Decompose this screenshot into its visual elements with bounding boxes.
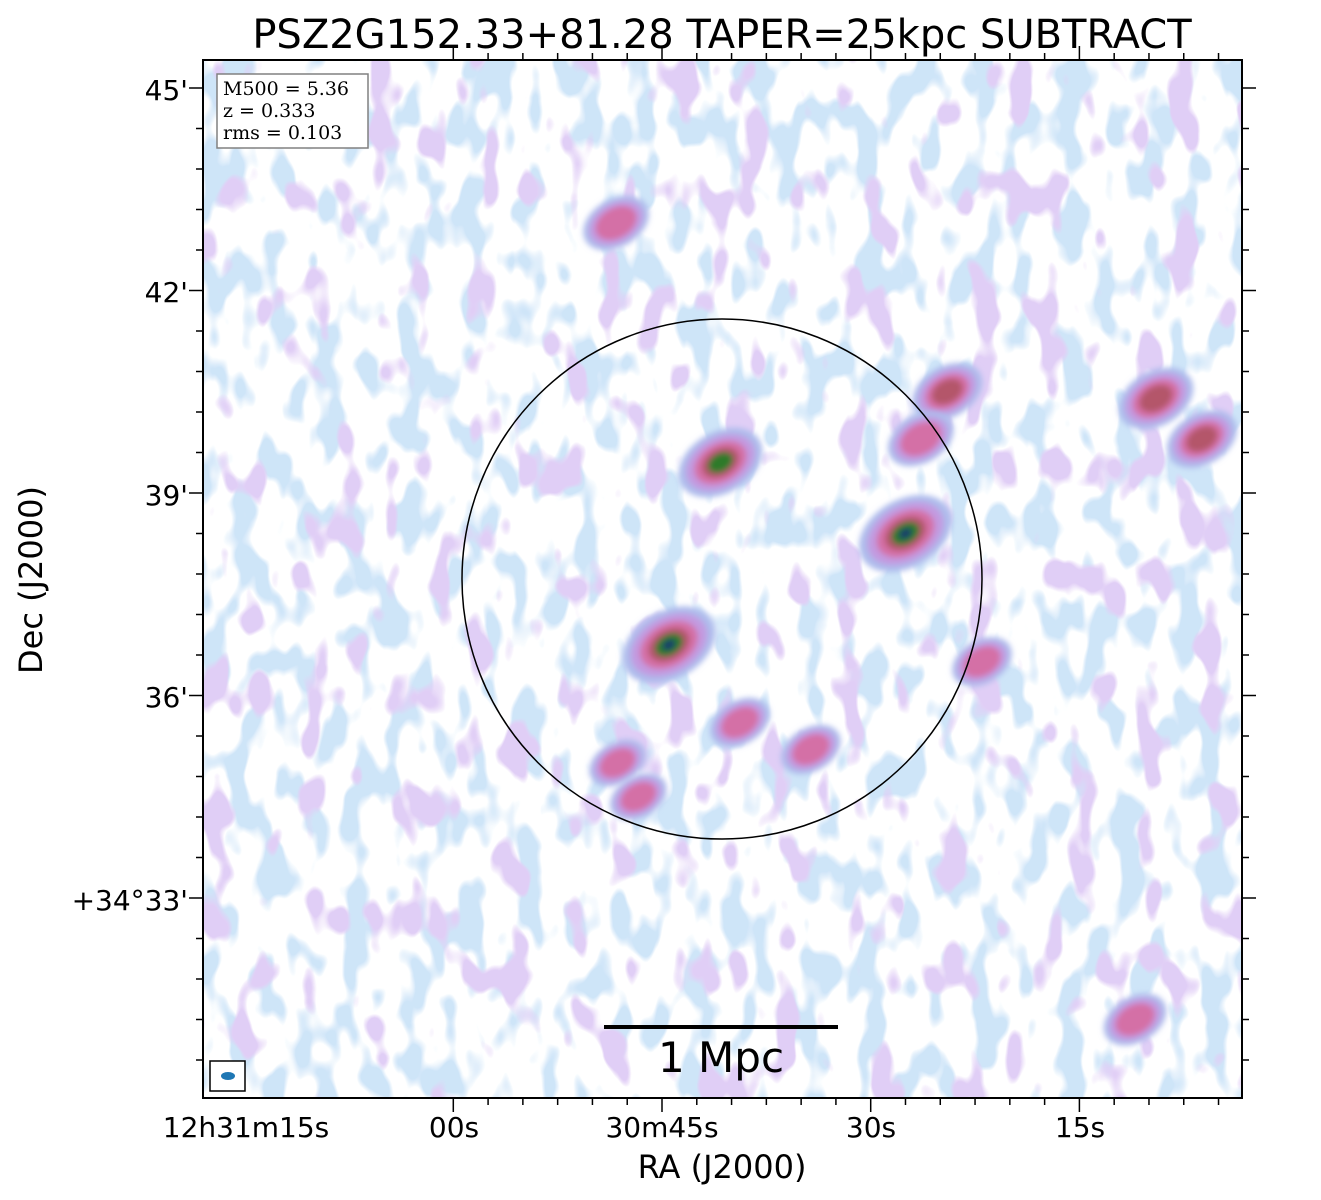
axes-frame bbox=[202, 59, 1243, 1099]
x-axis-label: RA (J2000) bbox=[638, 1148, 807, 1186]
y-tick-label-5: +34°33' bbox=[72, 884, 188, 917]
y-tick-label-3: 39' bbox=[145, 479, 188, 512]
source-a bbox=[622, 606, 716, 684]
scale-bar-label: 1 Mpc bbox=[658, 1033, 784, 1082]
source-c bbox=[678, 427, 763, 498]
r500-circle bbox=[461, 318, 983, 840]
source-f bbox=[887, 411, 954, 467]
y-tick-label-4: 36' bbox=[145, 681, 188, 714]
emission-sources bbox=[583, 195, 1237, 1046]
x-tick-label-2: 00s bbox=[429, 1111, 479, 1144]
y-tick-label-2: 42' bbox=[145, 276, 188, 309]
info-redshift: z = 0.333 bbox=[223, 100, 315, 122]
noise-field bbox=[203, 60, 1242, 1098]
source-h bbox=[1166, 409, 1237, 469]
info-m500: M500 = 5.36 bbox=[223, 78, 349, 100]
x-tick-label-3: 30m45s bbox=[605, 1111, 718, 1144]
x-tick-label-1: 12h31m15s bbox=[163, 1111, 330, 1144]
y-tick-label-1: 45' bbox=[145, 74, 188, 107]
source-g bbox=[1118, 367, 1194, 430]
chart-title: PSZ2G152.33+81.28 TAPER=25kpc SUBTRACT bbox=[252, 12, 1192, 58]
source-j bbox=[780, 724, 841, 775]
y-axis-label: Dec (J2000) bbox=[12, 486, 50, 674]
source-k bbox=[952, 636, 1012, 687]
source-n bbox=[1103, 993, 1167, 1046]
beam-ellipse bbox=[221, 1072, 235, 1080]
axis-ticks bbox=[189, 46, 1256, 1112]
source-i bbox=[710, 697, 770, 748]
info-rms: rms = 0.103 bbox=[223, 122, 342, 144]
x-tick-label-4: 30s bbox=[846, 1111, 896, 1144]
source-m bbox=[609, 773, 667, 821]
source-d bbox=[583, 195, 649, 251]
source-l bbox=[589, 739, 646, 787]
source-b bbox=[858, 494, 953, 573]
info-box: M500 = 5.36 z = 0.333 rms = 0.103 bbox=[216, 73, 369, 149]
x-tick-label-5: 15s bbox=[1055, 1111, 1105, 1144]
source-e bbox=[912, 362, 983, 421]
